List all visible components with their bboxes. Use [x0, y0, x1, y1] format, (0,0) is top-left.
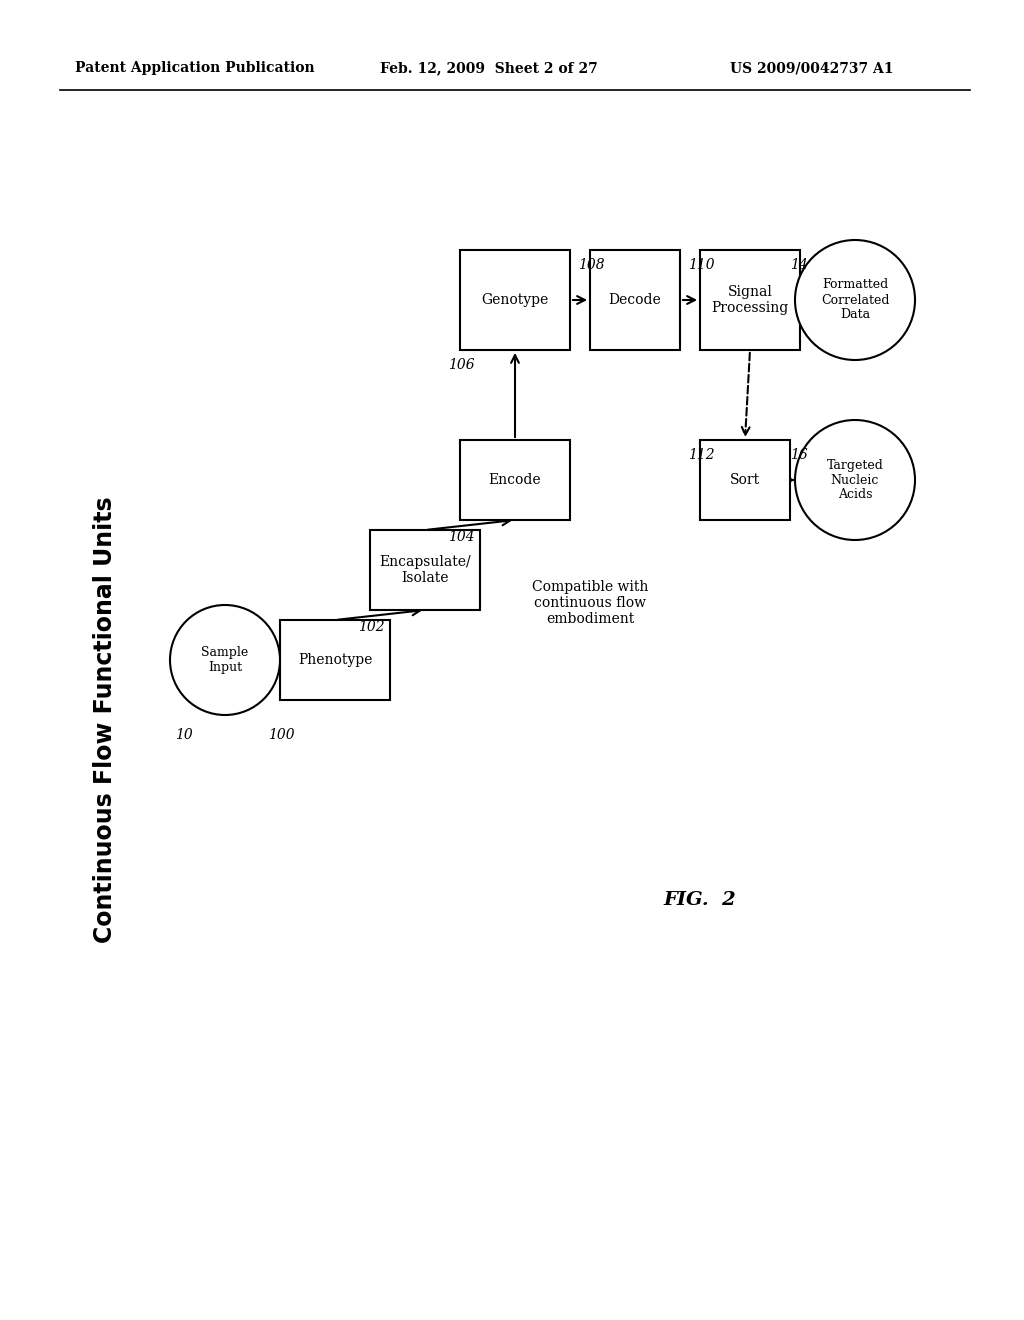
Bar	[460, 440, 570, 520]
Bar	[700, 249, 800, 350]
Circle shape	[170, 605, 280, 715]
Text: US 2009/0042737 A1: US 2009/0042737 A1	[730, 61, 894, 75]
Text: Targeted
Nucleic
Acids: Targeted Nucleic Acids	[826, 458, 884, 502]
Text: 110: 110	[688, 257, 715, 272]
Text: Signal
Processing: Signal Processing	[712, 285, 788, 315]
Text: Decode: Decode	[608, 293, 662, 308]
Text: Patent Application Publication: Patent Application Publication	[75, 61, 314, 75]
Bar	[700, 440, 790, 520]
Bar	[460, 249, 570, 350]
Text: 16: 16	[790, 447, 808, 462]
Text: 100: 100	[268, 729, 295, 742]
Bar	[590, 249, 680, 350]
Text: Encode: Encode	[488, 473, 542, 487]
Text: Genotype: Genotype	[481, 293, 549, 308]
Text: 14: 14	[790, 257, 808, 272]
Text: Formatted
Correlated
Data: Formatted Correlated Data	[821, 279, 889, 322]
Text: Encapsulate/
Isolate: Encapsulate/ Isolate	[379, 554, 471, 585]
Text: 112: 112	[688, 447, 715, 462]
Bar	[280, 620, 390, 700]
Text: Sort: Sort	[730, 473, 760, 487]
Text: Phenotype: Phenotype	[298, 653, 372, 667]
Bar	[370, 531, 480, 610]
Text: Sample
Input: Sample Input	[202, 645, 249, 675]
Text: 104: 104	[449, 531, 475, 544]
Text: 102: 102	[358, 620, 385, 634]
Text: 106: 106	[449, 358, 475, 372]
Circle shape	[795, 420, 915, 540]
Circle shape	[795, 240, 915, 360]
Text: Feb. 12, 2009  Sheet 2 of 27: Feb. 12, 2009 Sheet 2 of 27	[380, 61, 598, 75]
Text: FIG.  2: FIG. 2	[664, 891, 736, 909]
Text: Compatible with
continuous flow
embodiment: Compatible with continuous flow embodime…	[531, 579, 648, 627]
Text: 108: 108	[578, 257, 604, 272]
Text: Continuous Flow Functional Units: Continuous Flow Functional Units	[93, 496, 117, 944]
Text: 10: 10	[175, 729, 193, 742]
